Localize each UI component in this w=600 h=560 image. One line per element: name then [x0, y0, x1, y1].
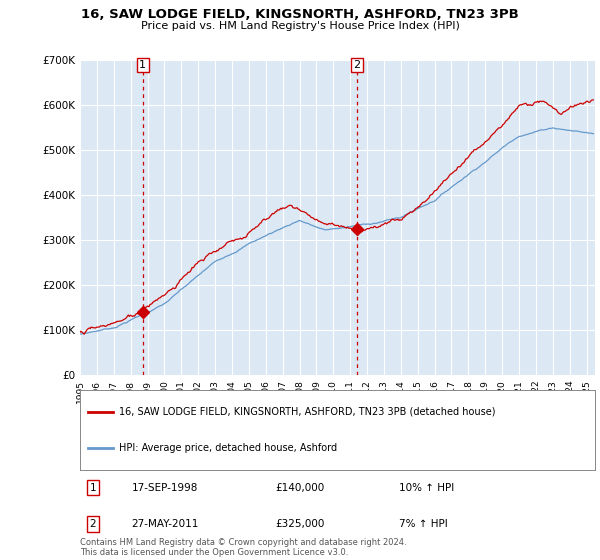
Text: Price paid vs. HM Land Registry's House Price Index (HPI): Price paid vs. HM Land Registry's House … [140, 21, 460, 31]
Text: 16, SAW LODGE FIELD, KINGSNORTH, ASHFORD, TN23 3PB: 16, SAW LODGE FIELD, KINGSNORTH, ASHFORD… [81, 8, 519, 21]
Text: 10% ↑ HPI: 10% ↑ HPI [400, 483, 455, 493]
Bar [143, 60, 357, 375]
Text: 16, SAW LODGE FIELD, KINGSNORTH, ASHFORD, TN23 3PB (detached house): 16, SAW LODGE FIELD, KINGSNORTH, ASHFORD… [119, 407, 495, 417]
Text: 2: 2 [353, 60, 361, 70]
Text: 1: 1 [89, 483, 96, 493]
Text: 17-SEP-1998: 17-SEP-1998 [131, 483, 198, 493]
Text: 1: 1 [139, 60, 146, 70]
Text: Contains HM Land Registry data © Crown copyright and database right 2024.
This d: Contains HM Land Registry data © Crown c… [80, 538, 407, 557]
Text: HPI: Average price, detached house, Ashford: HPI: Average price, detached house, Ashf… [119, 444, 337, 454]
Text: £325,000: £325,000 [276, 519, 325, 529]
Text: £140,000: £140,000 [276, 483, 325, 493]
Text: 7% ↑ HPI: 7% ↑ HPI [400, 519, 448, 529]
Text: 27-MAY-2011: 27-MAY-2011 [131, 519, 199, 529]
Text: 2: 2 [89, 519, 96, 529]
